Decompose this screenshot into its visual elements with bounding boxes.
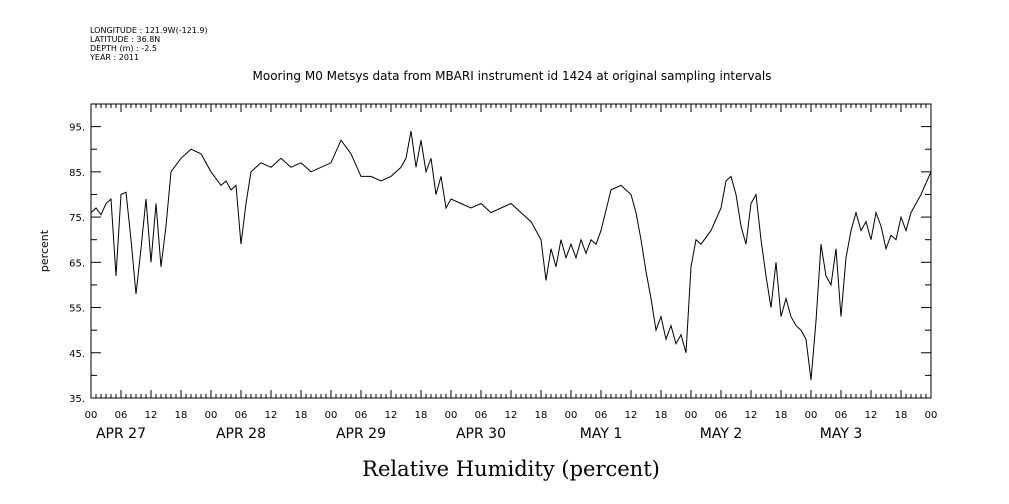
x-tick-label: 06 [475, 410, 488, 421]
x-axis: 00 06 12 18 00 06 12 18 00 06 12 18 00 06 12 18 00 06 12 18… [85, 104, 938, 442]
x-tick-label: 12 [505, 410, 518, 421]
x-tick-label: 18 [775, 410, 788, 421]
x-day-label: MAY 3 [820, 426, 862, 442]
plot-frame [90, 103, 932, 399]
x-tick-label: 18 [895, 410, 908, 421]
x-tick-label: 00 [565, 410, 578, 421]
x-tick-label: 00 [685, 410, 698, 421]
y-tick-label: 65. [69, 258, 85, 269]
y-tick-label: 75. [69, 213, 85, 224]
series-layer [90, 131, 932, 380]
latitude-label: LATITUDE : 36.8N [90, 35, 161, 44]
x-tick-label: 12 [865, 410, 878, 421]
x-tick-label: 00 [325, 410, 338, 421]
y-axis-label: percent [38, 229, 51, 272]
x-tick-label: 06 [355, 410, 368, 421]
x-tick-label: 06 [595, 410, 608, 421]
x-day-label: APR 30 [456, 426, 506, 442]
x-tick-label: 06 [115, 410, 128, 421]
x-day-label: MAY 2 [700, 426, 742, 442]
x-tick-label: 12 [265, 410, 278, 421]
x-tick-label: 00 [445, 410, 458, 421]
x-tick-label: 12 [385, 410, 398, 421]
x-day-label: MAY 1 [580, 426, 622, 442]
depth-label: DEPTH (m) : -2.5 [90, 44, 157, 53]
x-day-label: APR 29 [336, 426, 386, 442]
longitude-label: LONGITUDE : 121.9W(-121.9) [90, 26, 208, 35]
x-day-label: APR 28 [216, 426, 266, 442]
x-day-label: APR 27 [96, 426, 146, 442]
x-tick-label: 06 [715, 410, 728, 421]
x-tick-label: 18 [415, 410, 428, 421]
x-tick-label: 00 [925, 410, 938, 421]
x-tick-label: 06 [235, 410, 248, 421]
x-axis-label: Relative Humidity (percent) [362, 457, 660, 481]
x-tick-label: 18 [535, 410, 548, 421]
chart-title: Mooring M0 Metsys data from MBARI instru… [253, 69, 772, 83]
year-label: YEAR : 2011 [90, 53, 140, 62]
x-tick-label: 06 [835, 410, 848, 421]
x-tick-label: 00 [805, 410, 818, 421]
y-axis: 35. 45. 55. 65. 75. 85. 95. [69, 103, 931, 405]
x-tick-label: 00 [85, 410, 98, 421]
x-tick-label: 00 [205, 410, 218, 421]
y-tick-label: 95. [69, 123, 85, 134]
y-tick-label: 35. [69, 394, 85, 405]
x-tick-label: 12 [145, 410, 158, 421]
y-tick-label: 45. [69, 349, 85, 360]
humidity-series-line [90, 131, 932, 380]
x-tick-label: 12 [625, 410, 638, 421]
y-tick-label: 85. [69, 168, 85, 179]
y-tick-label: 55. [69, 304, 85, 315]
x-tick-label: 18 [655, 410, 668, 421]
x-tick-label: 18 [175, 410, 188, 421]
x-tick-label: 12 [745, 410, 758, 421]
x-tick-label: 18 [295, 410, 308, 421]
